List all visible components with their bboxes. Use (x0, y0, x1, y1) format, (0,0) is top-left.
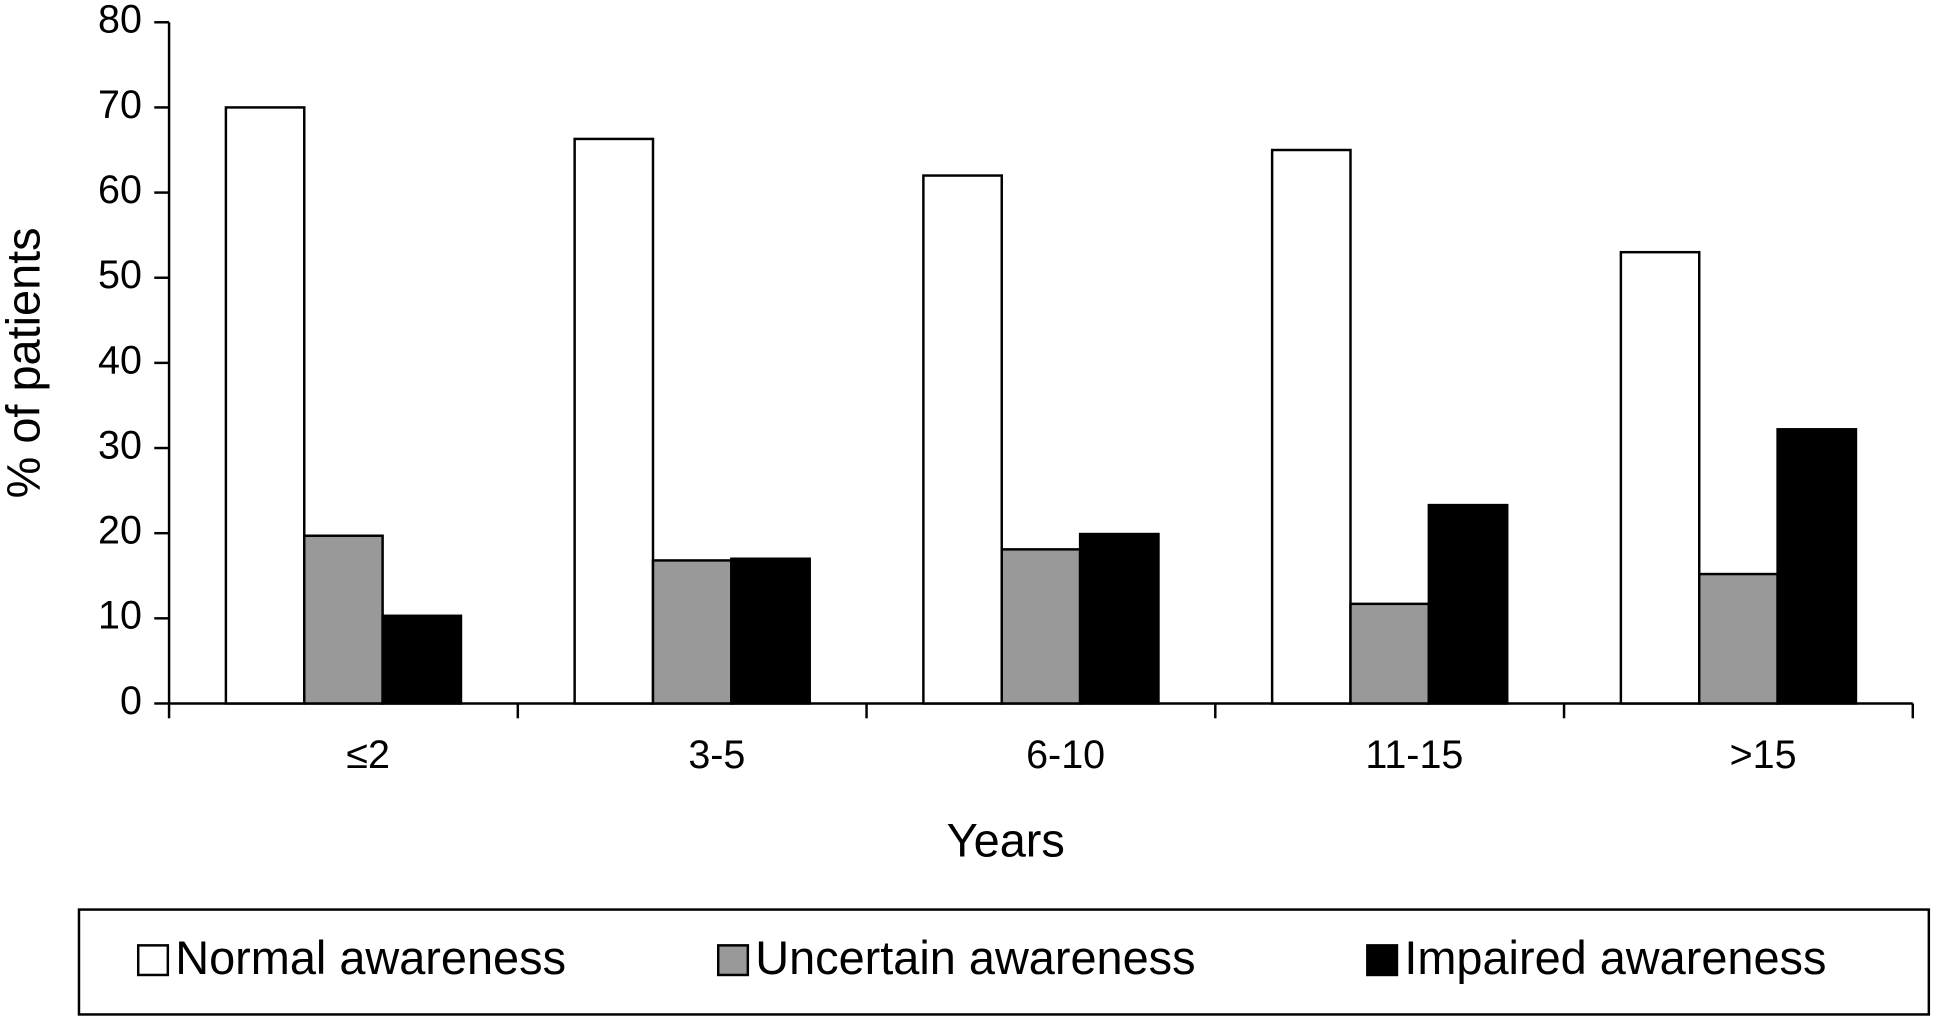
bar (1270, 148, 1352, 705)
bar (381, 614, 463, 705)
x-tick-label: >15 (1730, 733, 1797, 777)
legend-box (77, 908, 1931, 1016)
bar (573, 137, 655, 705)
legend-swatch (136, 944, 170, 977)
bar (651, 559, 733, 705)
legend-label: Impaired awareness (1404, 932, 1826, 984)
y-tick-label: 60 (98, 168, 142, 212)
bar (730, 557, 811, 705)
bar (1697, 572, 1779, 705)
x-tick-label: 11-15 (1365, 733, 1463, 777)
y-axis-label: % of patients (0, 227, 50, 498)
bar (1619, 250, 1701, 705)
bar (1349, 602, 1431, 705)
x-tick-label: ≤2 (346, 733, 390, 777)
y-tick-label: 50 (98, 253, 142, 297)
bar (224, 106, 306, 705)
bar (1427, 503, 1509, 705)
y-tick-label: 80 (98, 0, 142, 42)
y-tick-label: 0 (120, 679, 142, 723)
bar (1078, 532, 1160, 705)
y-tick-label: 10 (98, 594, 142, 638)
x-axis-label: Years (947, 815, 1065, 867)
bar (922, 174, 1003, 705)
bar (1000, 548, 1082, 705)
legend-swatch (716, 944, 750, 977)
legend-label: Normal awareness (175, 932, 566, 984)
bar (303, 534, 384, 705)
legend-label: Uncertain awareness (755, 932, 1195, 984)
y-tick-label: 30 (98, 423, 142, 467)
x-tick-label: 3-5 (688, 733, 745, 777)
y-tick-label: 20 (98, 509, 142, 553)
bar (1776, 428, 1858, 705)
y-tick-label: 40 (98, 338, 142, 382)
legend-swatch (1366, 944, 1399, 977)
x-tick-label: 6-10 (1026, 733, 1105, 777)
y-tick-label: 70 (98, 83, 142, 127)
